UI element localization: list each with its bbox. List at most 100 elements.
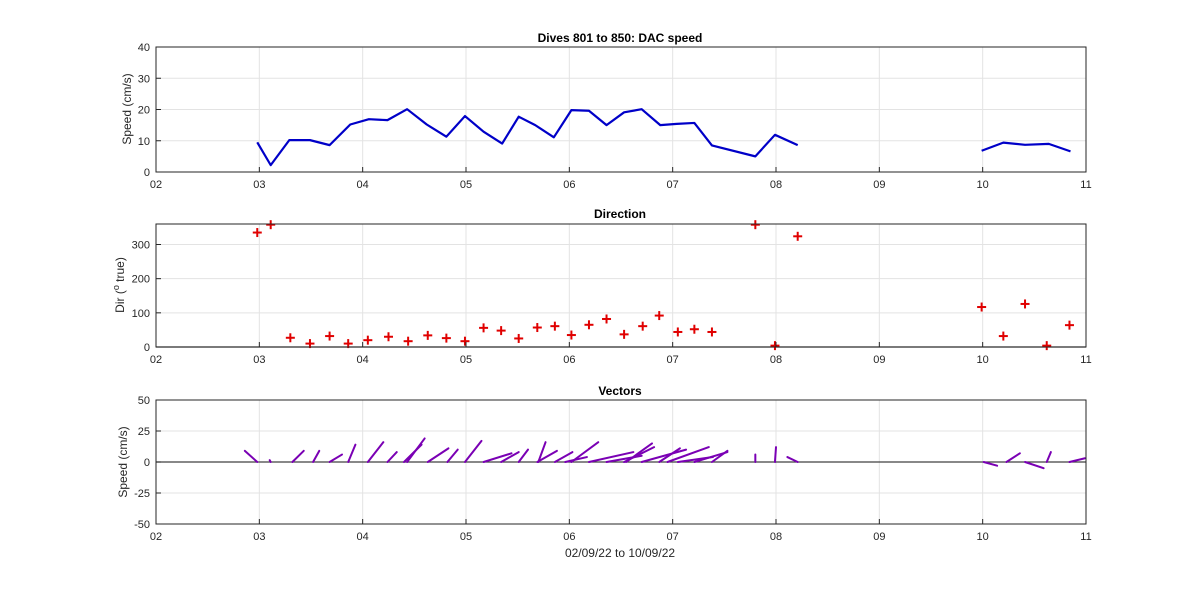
vectors-ytick-label: -25: [134, 488, 150, 500]
direction-xtick-label: 10: [977, 354, 989, 366]
vector-stick: [426, 447, 450, 463]
vectors-panel: Vectors Speed (cm/s) 02 03 04 05 06 07 08 09 10 1…: [116, 384, 1092, 543]
speed-xtick-label: 07: [667, 179, 679, 191]
direction-marker: [1064, 320, 1074, 330]
vector-stick: [587, 451, 635, 463]
vector-stick: [666, 446, 710, 463]
vector-stick: [625, 442, 653, 463]
vector-stick: [1045, 451, 1052, 463]
direction-marker: [770, 341, 780, 351]
direction-ylabel-degree: o: [111, 285, 121, 290]
vector-stick: [1068, 457, 1086, 463]
direction-ytick-label: 0: [144, 342, 150, 354]
direction-marker: [1042, 341, 1052, 351]
direction-axes-box: [155, 223, 1087, 348]
vector-stick: [1005, 452, 1021, 463]
speed-ytick-label: 10: [138, 136, 150, 148]
vectors-panel-title: Vectors: [598, 384, 642, 398]
vector-stick: [640, 448, 688, 463]
vector-stick: [553, 451, 574, 463]
vector-stick: [982, 461, 999, 467]
speed-plot-area: [156, 47, 1086, 172]
speed-ytick-label: 0: [144, 167, 150, 179]
direction-marker: [285, 333, 295, 343]
direction-marker: [673, 327, 683, 337]
vectors-xtick-label: 09: [873, 531, 885, 543]
direction-marker: [1020, 299, 1030, 309]
vectors-xtick-label: 05: [460, 531, 472, 543]
vector-stick: [482, 452, 513, 463]
vector-stick: [406, 437, 426, 463]
direction-xtick-label: 09: [873, 354, 885, 366]
direction-marker: [514, 333, 524, 343]
vector-stick: [500, 451, 520, 463]
speed-xtick-label: 10: [977, 179, 989, 191]
vectors-xtick-label: 07: [667, 531, 679, 543]
vectors-ytick-label: 50: [138, 395, 150, 407]
vectors-xtick-label: 08: [770, 531, 782, 543]
direction-xtick-label: 08: [770, 354, 782, 366]
direction-marker: [689, 324, 699, 334]
direction-marker: [441, 333, 451, 343]
vectors-xtick-label: 10: [977, 531, 989, 543]
speed-panel: Dives 801 to 850: DAC speed Speed (cm/s)…: [120, 31, 1092, 191]
speed-series-line: [981, 141, 1071, 153]
vector-stick: [347, 443, 357, 463]
direction-marker: [977, 302, 987, 312]
vector-stick: [291, 449, 305, 463]
vector-stick: [658, 447, 681, 463]
speed-ytick-label: 30: [138, 73, 150, 85]
vectors-xtick-label: 02: [150, 531, 162, 543]
vectors-xtick-label: 03: [253, 531, 265, 543]
speed-panel-ylabel: Speed (cm/s): [120, 73, 134, 144]
vector-stick: [328, 453, 343, 463]
direction-ylabel-prefix: Dir (: [113, 290, 127, 313]
direction-marker: [266, 220, 276, 230]
direction-ytick-label: 200: [132, 274, 150, 286]
direction-xtick-label: 06: [563, 354, 575, 366]
direction-marker: [638, 321, 648, 331]
direction-marker: [654, 311, 664, 321]
direction-marker: [460, 336, 470, 346]
speed-xtick-label: 09: [873, 179, 885, 191]
direction-marker: [403, 336, 413, 346]
direction-marker: [532, 323, 542, 333]
direction-marker: [479, 323, 489, 333]
direction-xtick-label: 11: [1080, 354, 1091, 366]
direction-marker: [998, 331, 1008, 341]
speed-xtick-label: 06: [563, 179, 575, 191]
vectors-xtick-label: 11: [1080, 531, 1091, 543]
direction-marker: [566, 330, 576, 340]
vectors-ytick-label: 0: [144, 457, 150, 469]
direction-xtick-label: 07: [667, 354, 679, 366]
direction-ylabel-suffix: true): [113, 257, 127, 285]
speed-xtick-label: 02: [150, 179, 162, 191]
direction-marker: [619, 329, 629, 339]
direction-xtick-label: 05: [460, 354, 472, 366]
vector-stick: [537, 441, 547, 463]
direction-axes-background: [156, 224, 1086, 347]
direction-marker: [793, 231, 803, 241]
direction-xtick-label: 03: [253, 354, 265, 366]
direction-marker: [602, 314, 612, 324]
speed-panel-title: Dives 801 to 850: DAC speed: [538, 31, 703, 45]
speed-xtick-label: 08: [770, 179, 782, 191]
direction-marker: [325, 331, 335, 341]
figure-xlabel: 02/09/22 to 10/09/22: [565, 546, 675, 560]
direction-panel: Direction Dir (o true) 02 03 04 05 06 07 08 09 1…: [111, 207, 1092, 366]
vector-stick: [446, 448, 459, 463]
vector-stick: [386, 451, 398, 463]
direction-marker: [496, 326, 506, 336]
vector-stick: [536, 449, 558, 463]
direction-marker: [384, 332, 393, 342]
speed-xtick-label: 04: [357, 179, 369, 191]
vectors-xtick-label: 04: [357, 531, 369, 543]
vector-stick: [1024, 461, 1045, 470]
vector-stick: [312, 449, 321, 463]
vectors-ytick-label: -50: [134, 519, 150, 531]
vectors-ytick-label: 25: [138, 426, 150, 438]
vector-stick: [710, 449, 729, 463]
direction-marker: [707, 327, 717, 337]
speed-ytick-label: 20: [138, 105, 150, 117]
